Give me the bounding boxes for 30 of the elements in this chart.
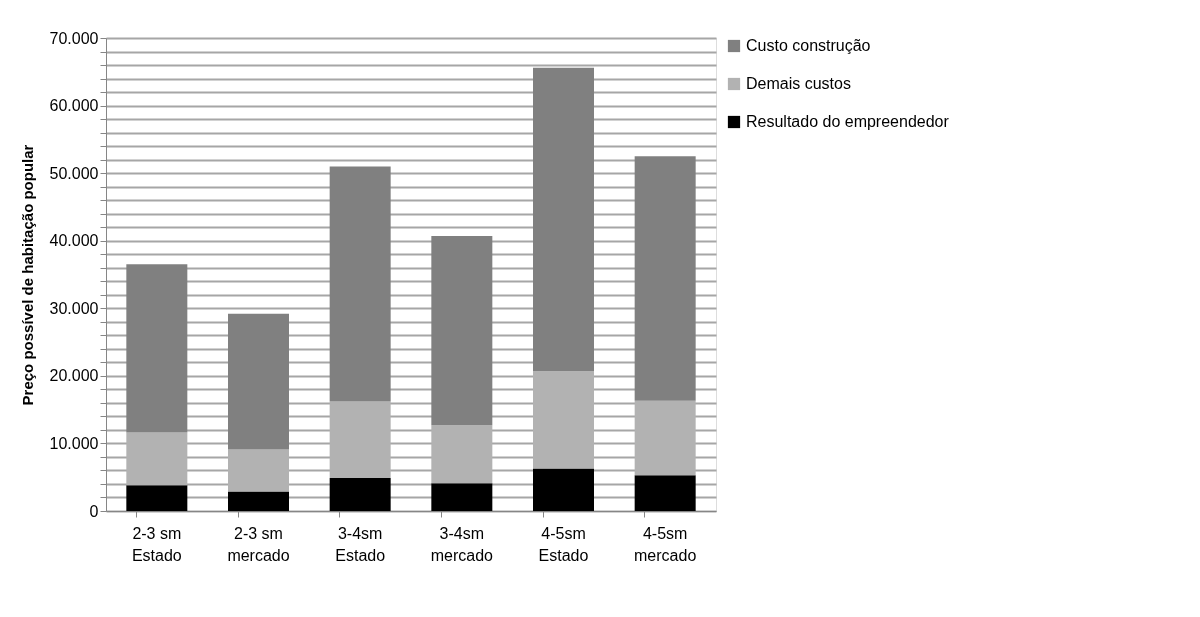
bar <box>431 235 493 426</box>
bar <box>634 156 696 401</box>
bar <box>533 468 594 511</box>
legend-label: Demais custos <box>746 75 851 92</box>
bar <box>126 485 188 511</box>
x-tick-label: 3-4sm mercado <box>430 524 494 564</box>
y-tick-label: 70.000 <box>49 29 99 47</box>
bar <box>126 264 188 433</box>
bar <box>533 67 594 372</box>
y-tick-label: 0 <box>89 502 99 520</box>
bar <box>329 166 391 402</box>
y-axis-title: Preço possível de habitação popular <box>18 144 36 406</box>
y-tick-label: 30.000 <box>49 299 99 317</box>
y-tick-label: 50.000 <box>49 164 99 182</box>
x-tick-label: 2-3 sm Estado <box>131 524 182 564</box>
y-tick-label: 20.000 <box>49 367 99 385</box>
bar <box>329 477 391 511</box>
y-tick-label: 60.000 <box>49 97 99 115</box>
legend-label: Custo construção <box>746 37 871 54</box>
legend-label: Resultado do empreendedor <box>746 113 950 130</box>
x-tick-label: 4-5sm Estado <box>538 524 589 564</box>
bar <box>634 475 696 511</box>
y-tick-label: 40.000 <box>49 232 99 250</box>
bar <box>228 491 289 511</box>
x-tick-label: 3-4sm Estado <box>335 524 386 564</box>
bar <box>228 313 289 450</box>
x-tick-label: 2-3 sm mercado <box>227 524 290 564</box>
y-tick-label: 10.000 <box>49 434 99 452</box>
bar <box>431 483 493 511</box>
x-tick-label: 4-5sm mercado <box>634 524 697 564</box>
